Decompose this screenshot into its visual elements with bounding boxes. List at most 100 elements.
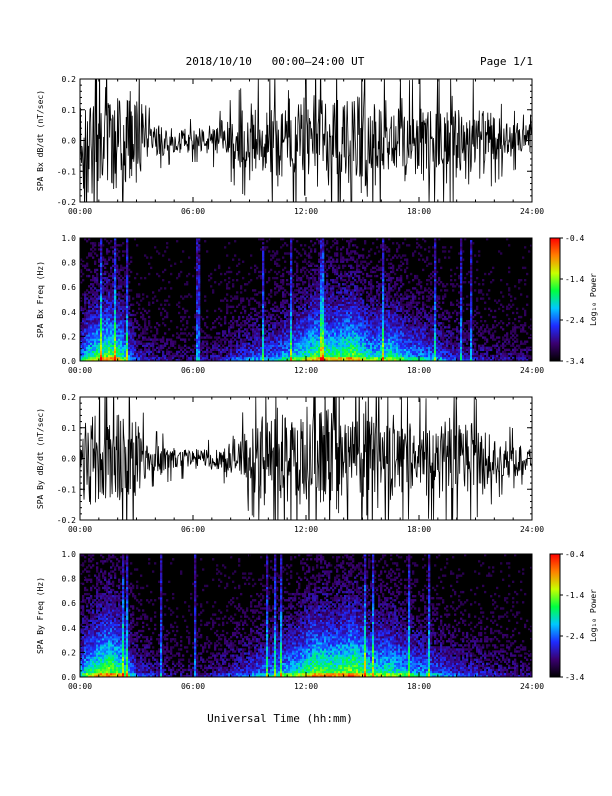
spectrogram-cell bbox=[326, 324, 328, 326]
spectrogram-cell bbox=[200, 353, 202, 355]
spectrogram-cell bbox=[298, 349, 300, 351]
spectrogram-cell bbox=[150, 345, 152, 347]
spectrogram-cell bbox=[146, 326, 148, 328]
spectrogram-cell bbox=[236, 345, 238, 347]
spectrogram-cell bbox=[390, 322, 392, 324]
spectrogram-cell bbox=[328, 306, 330, 308]
spectrogram-cell bbox=[302, 293, 304, 295]
spectrogram-cell bbox=[152, 302, 154, 304]
spectrogram-cell bbox=[388, 254, 390, 256]
spectrogram-cell bbox=[294, 261, 296, 263]
spectrogram-cell bbox=[254, 310, 256, 312]
spectrogram-cell bbox=[308, 246, 310, 248]
spectrogram-cell bbox=[280, 285, 282, 287]
spectrogram-cell bbox=[348, 343, 350, 345]
spectrogram-cell bbox=[110, 341, 112, 343]
spectrogram-cell bbox=[314, 271, 316, 273]
spectrogram-cell bbox=[108, 304, 110, 306]
spectrogram-cell bbox=[298, 287, 300, 289]
spectrogram-cell bbox=[126, 275, 128, 277]
spectrogram-cell bbox=[310, 287, 312, 289]
spectrogram-cell bbox=[326, 347, 328, 349]
spectrogram-cell bbox=[322, 322, 324, 324]
spectrogram-cell bbox=[338, 316, 340, 318]
spectrogram-cell bbox=[130, 314, 132, 316]
spectrogram-cell bbox=[276, 324, 278, 326]
spectrogram-cell bbox=[368, 347, 370, 349]
spectrogram-cell bbox=[328, 293, 330, 295]
spectrogram-cell bbox=[98, 320, 100, 322]
spectrogram-cell bbox=[286, 355, 288, 357]
spectrogram-cell bbox=[356, 347, 358, 349]
spectrogram-cell bbox=[110, 347, 112, 349]
spectrogram-cell bbox=[316, 310, 318, 312]
spectrogram-cell bbox=[84, 326, 86, 328]
spectrogram-cell bbox=[390, 320, 392, 322]
spectrogram-cell bbox=[356, 341, 358, 343]
spectrogram-cell bbox=[140, 316, 142, 318]
spectrogram-cell bbox=[216, 345, 218, 347]
spectrogram-cell bbox=[110, 343, 112, 345]
spectrogram-cell bbox=[122, 242, 124, 244]
spectrogram-cell bbox=[126, 304, 128, 306]
spectrogram-cell bbox=[254, 345, 256, 347]
spectrogram-cell bbox=[314, 250, 316, 252]
spectrogram-cell bbox=[232, 285, 234, 287]
spectrogram-cell bbox=[86, 293, 88, 295]
spectrogram-cell bbox=[128, 326, 130, 328]
spectrogram-cell bbox=[344, 320, 346, 322]
spectrogram-cell bbox=[344, 322, 346, 324]
spectrogram-cell bbox=[334, 324, 336, 326]
spectrogram-cell bbox=[106, 297, 108, 299]
spectrogram-cell bbox=[146, 332, 148, 334]
spectrogram-cell bbox=[288, 324, 290, 326]
spectrogram-cell bbox=[152, 345, 154, 347]
spectrogram-cell bbox=[184, 328, 186, 330]
spectrogram-cell bbox=[272, 332, 274, 334]
spectrogram-cell bbox=[100, 240, 102, 242]
spectrogram-cell bbox=[290, 324, 292, 326]
spectrogram-cell bbox=[118, 322, 120, 324]
spectrogram-cell bbox=[298, 310, 300, 312]
spectrogram-cell bbox=[264, 341, 266, 343]
spectrogram-cell bbox=[308, 304, 310, 306]
spectrogram-cell bbox=[328, 355, 330, 357]
spectrogram-cell bbox=[130, 330, 132, 332]
spectrogram-cell bbox=[194, 355, 196, 357]
spectrogram-cell bbox=[326, 351, 328, 353]
spectrogram-cell bbox=[288, 314, 290, 316]
spectrogram-cell bbox=[278, 347, 280, 349]
spectrogram-cell bbox=[138, 334, 140, 336]
spectrogram-cell bbox=[270, 355, 272, 357]
spectrogram-cell bbox=[196, 259, 198, 261]
spectrogram-cell bbox=[132, 351, 134, 353]
spectrogram-cell bbox=[340, 279, 342, 281]
spectrogram-cell bbox=[112, 345, 114, 347]
spectrogram-cell bbox=[310, 353, 312, 355]
spectrogram-cell bbox=[348, 330, 350, 332]
spectrogram-cell bbox=[374, 343, 376, 345]
spectrogram-cell bbox=[264, 336, 266, 338]
spectrogram-cell bbox=[122, 322, 124, 324]
spectrogram-cell bbox=[290, 341, 292, 343]
spectrogram-cell bbox=[94, 242, 96, 244]
spectrogram-cell bbox=[198, 285, 200, 287]
spectrogram-cell bbox=[228, 326, 230, 328]
spectrogram-cell bbox=[350, 343, 352, 345]
spectrogram-cell bbox=[322, 324, 324, 326]
spectrogram-cell bbox=[116, 328, 118, 330]
spectrogram-cell bbox=[318, 289, 320, 291]
spectrogram-cell bbox=[380, 244, 382, 246]
spectrogram-cell bbox=[368, 355, 370, 357]
spectrogram-cell bbox=[310, 351, 312, 353]
spectrogram-cell bbox=[220, 355, 222, 357]
spectrogram-cell bbox=[384, 345, 386, 347]
spectrogram-cell bbox=[262, 287, 264, 289]
spectrogram-cell bbox=[282, 347, 284, 349]
spectrogram-cell bbox=[106, 289, 108, 291]
spectrogram-cell bbox=[388, 285, 390, 287]
spectrogram-cell bbox=[320, 334, 322, 336]
spectrogram-cell bbox=[310, 273, 312, 275]
spectrogram-cell bbox=[88, 312, 90, 314]
spectrogram-cell bbox=[120, 265, 122, 267]
